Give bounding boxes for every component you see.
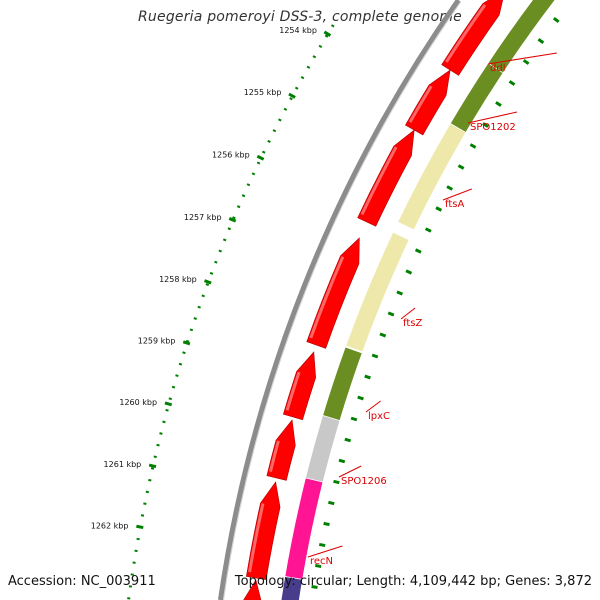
feature-tick [522,59,530,65]
feature-tick [364,374,371,380]
ruler-tick-label: 1256 kbp [212,151,250,160]
cds-arrow [246,481,281,580]
gene-label: SPO1206 [341,476,387,487]
gene-label-leader [400,307,416,320]
backbone-highlight [222,1,462,600]
cds-highlight [309,256,345,339]
cds-arrow [441,0,504,76]
gene-label-leader [467,111,518,124]
feature-tick [314,563,322,569]
ruler-tick-label: 1254 kbp [279,26,317,35]
genome-backbone [217,0,461,600]
cds-arrow [306,237,360,349]
cog-band [283,477,324,584]
gene-label: SPO1202 [470,122,516,133]
gene-label: recN [310,556,333,567]
cog-band [345,231,410,353]
ruler-tick-label: 1259 kbp [138,337,176,346]
cds-arrow [357,129,415,227]
feature-tick [350,416,358,422]
cds-arrow [282,351,316,421]
ruler-tick-label: 1260 kbp [119,398,157,407]
feature-tick [371,353,379,359]
feature-tick [405,269,413,275]
feature-tick [495,101,502,107]
ruler-tick-label: 1262 kbp [91,522,129,531]
gene-label: ddl [490,63,505,74]
gene-label: ftsZ [403,318,422,329]
ruler-major-tick [136,524,144,530]
feature-tick [552,17,560,23]
cds-arrow [266,419,296,481]
ruler-major-tick [204,279,212,285]
feature-tick [414,248,422,254]
feature-tick [435,206,443,212]
cog-band [321,346,363,425]
ruler-major-tick [182,340,191,346]
cds-highlight [408,85,433,123]
cog-band [280,576,304,600]
feature-tick [446,185,454,191]
cds-highlight [360,146,398,216]
ruler-tick-label: 1255 kbp [244,88,282,97]
cds-highlight [248,503,265,573]
ruler-major-tick [164,401,173,407]
feature-tick [328,500,335,506]
accession-text: Accession: NC_003911 [8,574,156,589]
cds-arrow [243,579,262,600]
gene-label-leader [307,545,343,558]
feature-tick [333,479,340,485]
ruler-major-tick [228,217,237,223]
feature-tick [508,80,516,86]
gene-label: lpxC [368,411,390,422]
cds-arrow [405,69,451,136]
feature-tick [318,542,326,548]
feature-tick [323,521,330,527]
cds-highlight [285,371,301,411]
ruler-tick-label: 1257 kbp [184,213,222,222]
cds-highlight [445,4,487,63]
gene-label-leader [487,52,557,65]
gene-label-leader [338,465,362,478]
feature-tick [482,122,489,128]
ruler-major-tick [288,92,296,99]
topology-text: Topology: circular; Length: 4,109,442 bp… [234,574,592,589]
feature-tick [424,227,432,233]
cds-highlight [269,440,280,472]
feature-tick [396,290,404,296]
cog-band [483,0,556,80]
feature-tick [387,311,395,317]
feature-tick [311,585,318,589]
feature-tick [379,332,387,338]
ruler-tick-label: 1261 kbp [104,460,142,469]
feature-tick [344,437,352,443]
feature-tick [357,395,364,401]
feature-tick [338,458,346,464]
ruler-major-tick [256,154,265,161]
cog-band [304,414,341,485]
map-title: Ruegeria pomeroyi DSS-3, complete genome [138,9,462,25]
cog-band [397,122,467,231]
gene-label-leader [365,400,381,413]
feature-tick [469,143,477,149]
ruler-tick-label: 1258 kbp [159,275,197,284]
feature-tick [537,38,545,44]
feature-tick [457,164,465,170]
gene-label-leader [442,188,473,201]
ruler-major-tick [323,30,332,37]
ruler-major-tick [148,463,157,469]
gene-label: ftsA [445,199,464,210]
